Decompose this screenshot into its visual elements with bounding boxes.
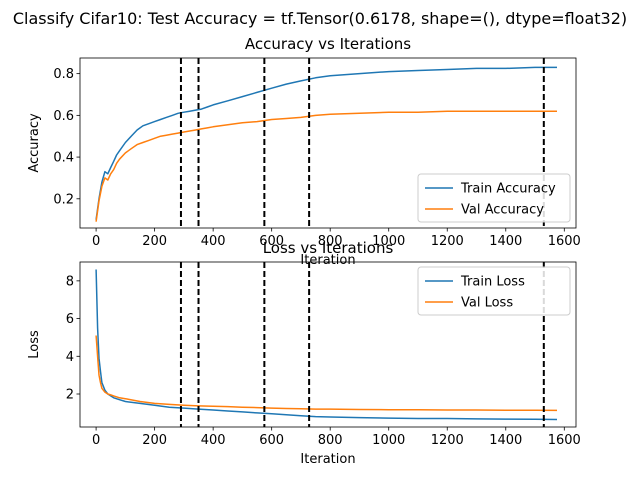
y-axis-label: Accuracy [27, 113, 42, 173]
accuracy-axes: 0.2 0.4 0.6 0.8 0 200 400 600 800 1000 1200 1400 160… [27, 35, 581, 268]
series-line-val-accuracy [95, 110, 557, 222]
x-tick-label: 400 [201, 433, 226, 448]
x-tick-label: 1400 [489, 234, 522, 249]
plot-frame [79, 261, 577, 428]
x-tick-label: 0 [92, 433, 100, 448]
x-tick-label: 1000 [372, 433, 405, 448]
y-tick-label: 0.2 [53, 192, 74, 207]
y-axis-label: Loss [27, 330, 42, 359]
y-tick-label: 6 [66, 312, 74, 327]
legend-label: Train Accuracy [460, 182, 556, 197]
y-tick-label: 0.4 [53, 151, 74, 166]
figure-suptitle: Classify Cifar10: Test Accuracy = tf.Ten… [13, 9, 627, 28]
legend-label: Val Loss [461, 296, 513, 311]
x-tick-label: 600 [259, 234, 284, 249]
series-line-train-accuracy [95, 66, 557, 220]
x-tick-label: 800 [318, 433, 343, 448]
x-tick-label: 800 [318, 234, 343, 249]
y-tick-label: 4 [66, 350, 74, 365]
legend-label: Train Loss [460, 275, 525, 290]
y-tick-label: 2 [66, 388, 74, 403]
x-axis-label: Iteration [300, 452, 355, 467]
axes-title: Accuracy vs Iterations [245, 35, 411, 53]
legend-label: Val Accuracy [461, 203, 544, 218]
x-tick-label: 1600 [548, 234, 581, 249]
x-tick-label: 600 [259, 433, 284, 448]
x-tick-label: 1200 [431, 234, 464, 249]
x-tick-label: 0 [92, 234, 100, 249]
x-tick-label: 400 [201, 234, 226, 249]
legend-box [417, 173, 571, 223]
legend-box [417, 266, 571, 316]
x-tick-label: 1400 [489, 433, 522, 448]
y-tick-label: 8 [66, 274, 74, 289]
plot-frame [79, 57, 577, 229]
series-line-train-loss [95, 269, 558, 421]
x-tick-label: 1600 [548, 433, 581, 448]
legend: Train Accuracy Val Accuracy [417, 173, 571, 223]
axes-title: Loss vs Iterations [263, 239, 394, 257]
x-tick-label: 1000 [372, 234, 405, 249]
x-tick-label: 1200 [431, 433, 464, 448]
x-tick-label: 200 [142, 234, 167, 249]
loss-axes: 2 4 6 8 0 200 400 600 800 1000 1200 1400 1600 Loss vs… [27, 239, 581, 467]
y-tick-label: 0.6 [53, 109, 74, 124]
legend: Train Loss Val Loss [417, 266, 571, 316]
y-tick-label: 0.8 [53, 67, 74, 82]
x-axis-label: Iteration [300, 253, 355, 268]
series-line-val-loss [95, 335, 558, 412]
x-tick-label: 200 [142, 433, 167, 448]
